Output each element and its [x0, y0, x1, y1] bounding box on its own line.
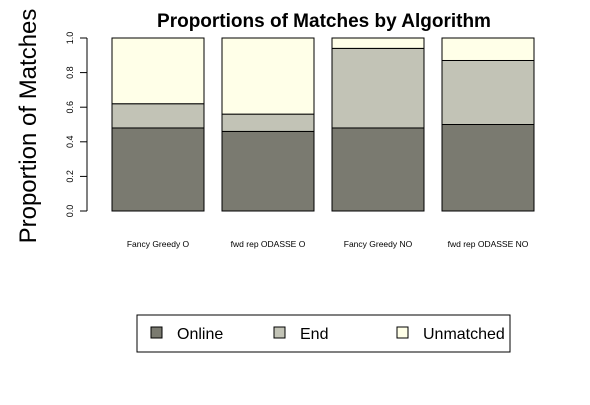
bar-segment-unmatched	[331, 37, 425, 49]
legend-swatch-end	[273, 326, 286, 339]
y-axis: 0.0 0.2 0.4 0.6 0.8 1.0	[65, 32, 88, 218]
legend-swatch-online	[150, 326, 163, 339]
bar-segment-end	[331, 47, 425, 129]
y-tick-label: 0.8	[65, 66, 75, 79]
bar-segment-end	[441, 59, 535, 126]
bar-segment-unmatched	[221, 37, 315, 115]
bar-segment-online	[221, 130, 315, 212]
category-label: Fancy Greedy O	[127, 239, 190, 249]
y-tick-label: 0.0	[65, 205, 75, 218]
y-tick-label: 0.6	[65, 101, 75, 114]
legend-label-end: End	[300, 326, 328, 343]
y-axis-label: Proportion of Matches	[15, 9, 42, 244]
bars-group	[111, 37, 535, 212]
category-label: fwd rep ODASSE NO	[448, 239, 529, 249]
legend-label-unmatched: Unmatched	[423, 326, 505, 343]
bar-segment-end	[111, 103, 205, 129]
category-label: fwd rep ODASSE O	[231, 239, 306, 249]
y-tick-label: 1.0	[65, 32, 75, 45]
category-labels: Fancy Greedy O fwd rep ODASSE O Fancy Gree…	[127, 239, 529, 249]
bar-segment-online	[331, 127, 425, 212]
legend: Online End Unmatched	[136, 314, 511, 353]
bar-segment-online	[441, 124, 535, 212]
category-label: Fancy Greedy NO	[344, 239, 413, 249]
bar-segment-unmatched	[441, 37, 535, 61]
bar-segment-end	[221, 113, 315, 132]
y-tick-label: 0.4	[65, 136, 75, 149]
chart-title: Proportions of Matches by Algorithm	[157, 11, 491, 32]
legend-box	[136, 314, 511, 353]
legend-label-online: Online	[177, 326, 223, 343]
bar-segment-unmatched	[111, 37, 205, 105]
y-tick-label: 0.2	[65, 170, 75, 183]
legend-swatch-unmatched	[396, 326, 409, 339]
bar-segment-online	[111, 127, 205, 212]
